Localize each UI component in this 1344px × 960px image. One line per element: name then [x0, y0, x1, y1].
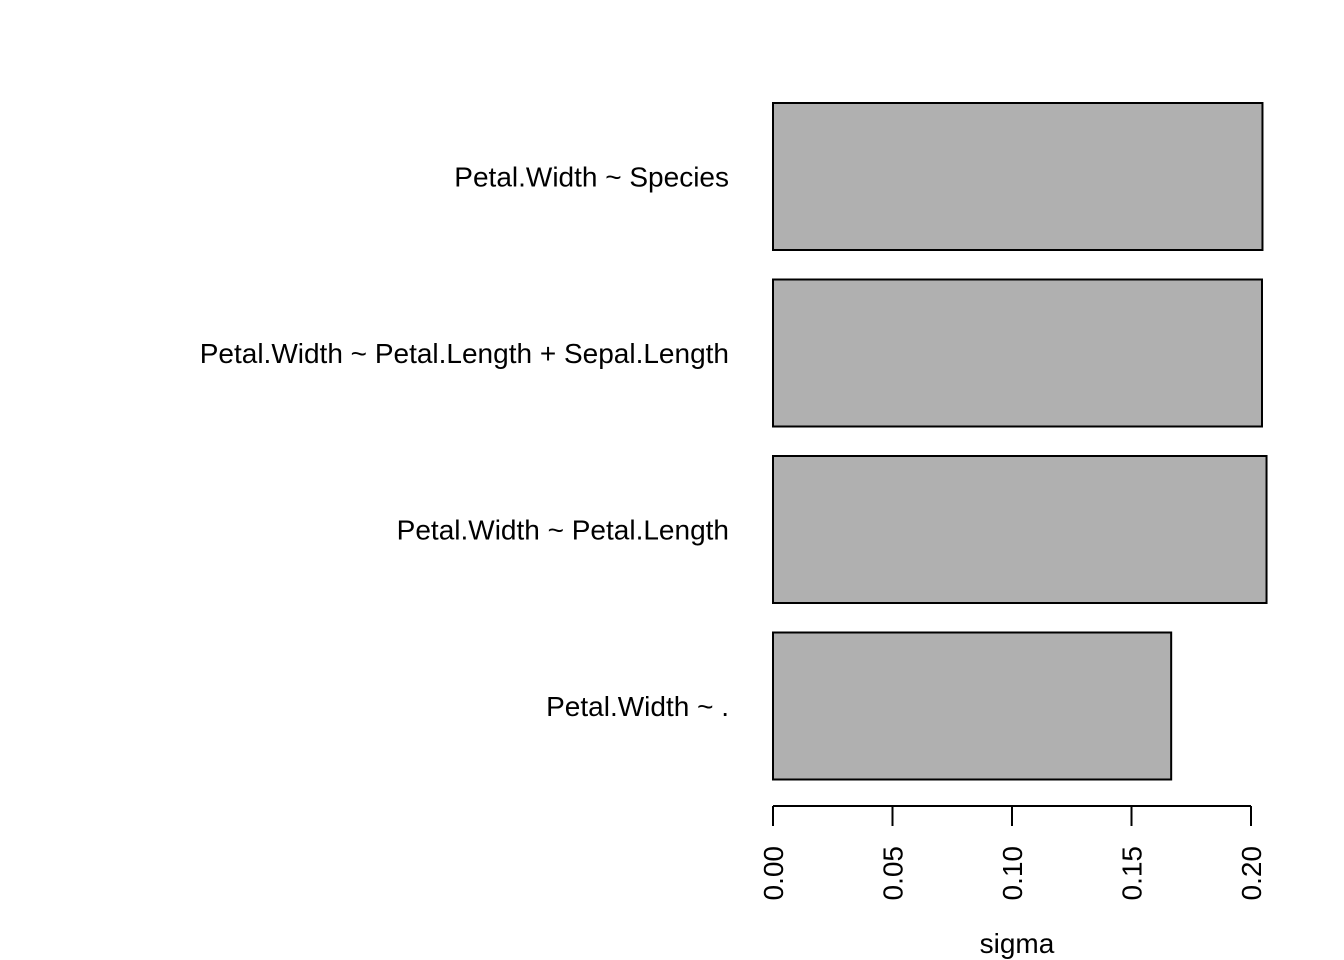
- x-tick-label-4: 0.15: [1117, 846, 1148, 901]
- category-label-2: Petal.Width ~ Petal.Length + Sepal.Lengt…: [200, 338, 729, 369]
- x-axis: 0.00 0.05 0.10 0.15 0.20: [758, 805, 1267, 901]
- x-tick-label-1: 0.00: [758, 846, 789, 901]
- category-label-3: Petal.Width ~ Petal.Length: [397, 515, 729, 546]
- category-labels: Petal.Width ~ Species Petal.Width ~ Petal…: [200, 162, 729, 723]
- category-label-4: Petal.Width ~ .: [546, 691, 729, 722]
- x-tick-label-5: 0.20: [1236, 846, 1267, 901]
- x-tick-label-2: 0.05: [878, 846, 909, 901]
- bar-3: [772, 455, 1268, 604]
- bar-2: [772, 278, 1263, 428]
- bar-1: [772, 102, 1264, 251]
- bar-4: [772, 631, 1173, 781]
- category-label-1: Petal.Width ~ Species: [454, 162, 729, 193]
- bars-group: [772, 102, 1268, 781]
- x-tick-label-3: 0.10: [997, 846, 1028, 901]
- x-axis-title: sigma: [980, 928, 1055, 959]
